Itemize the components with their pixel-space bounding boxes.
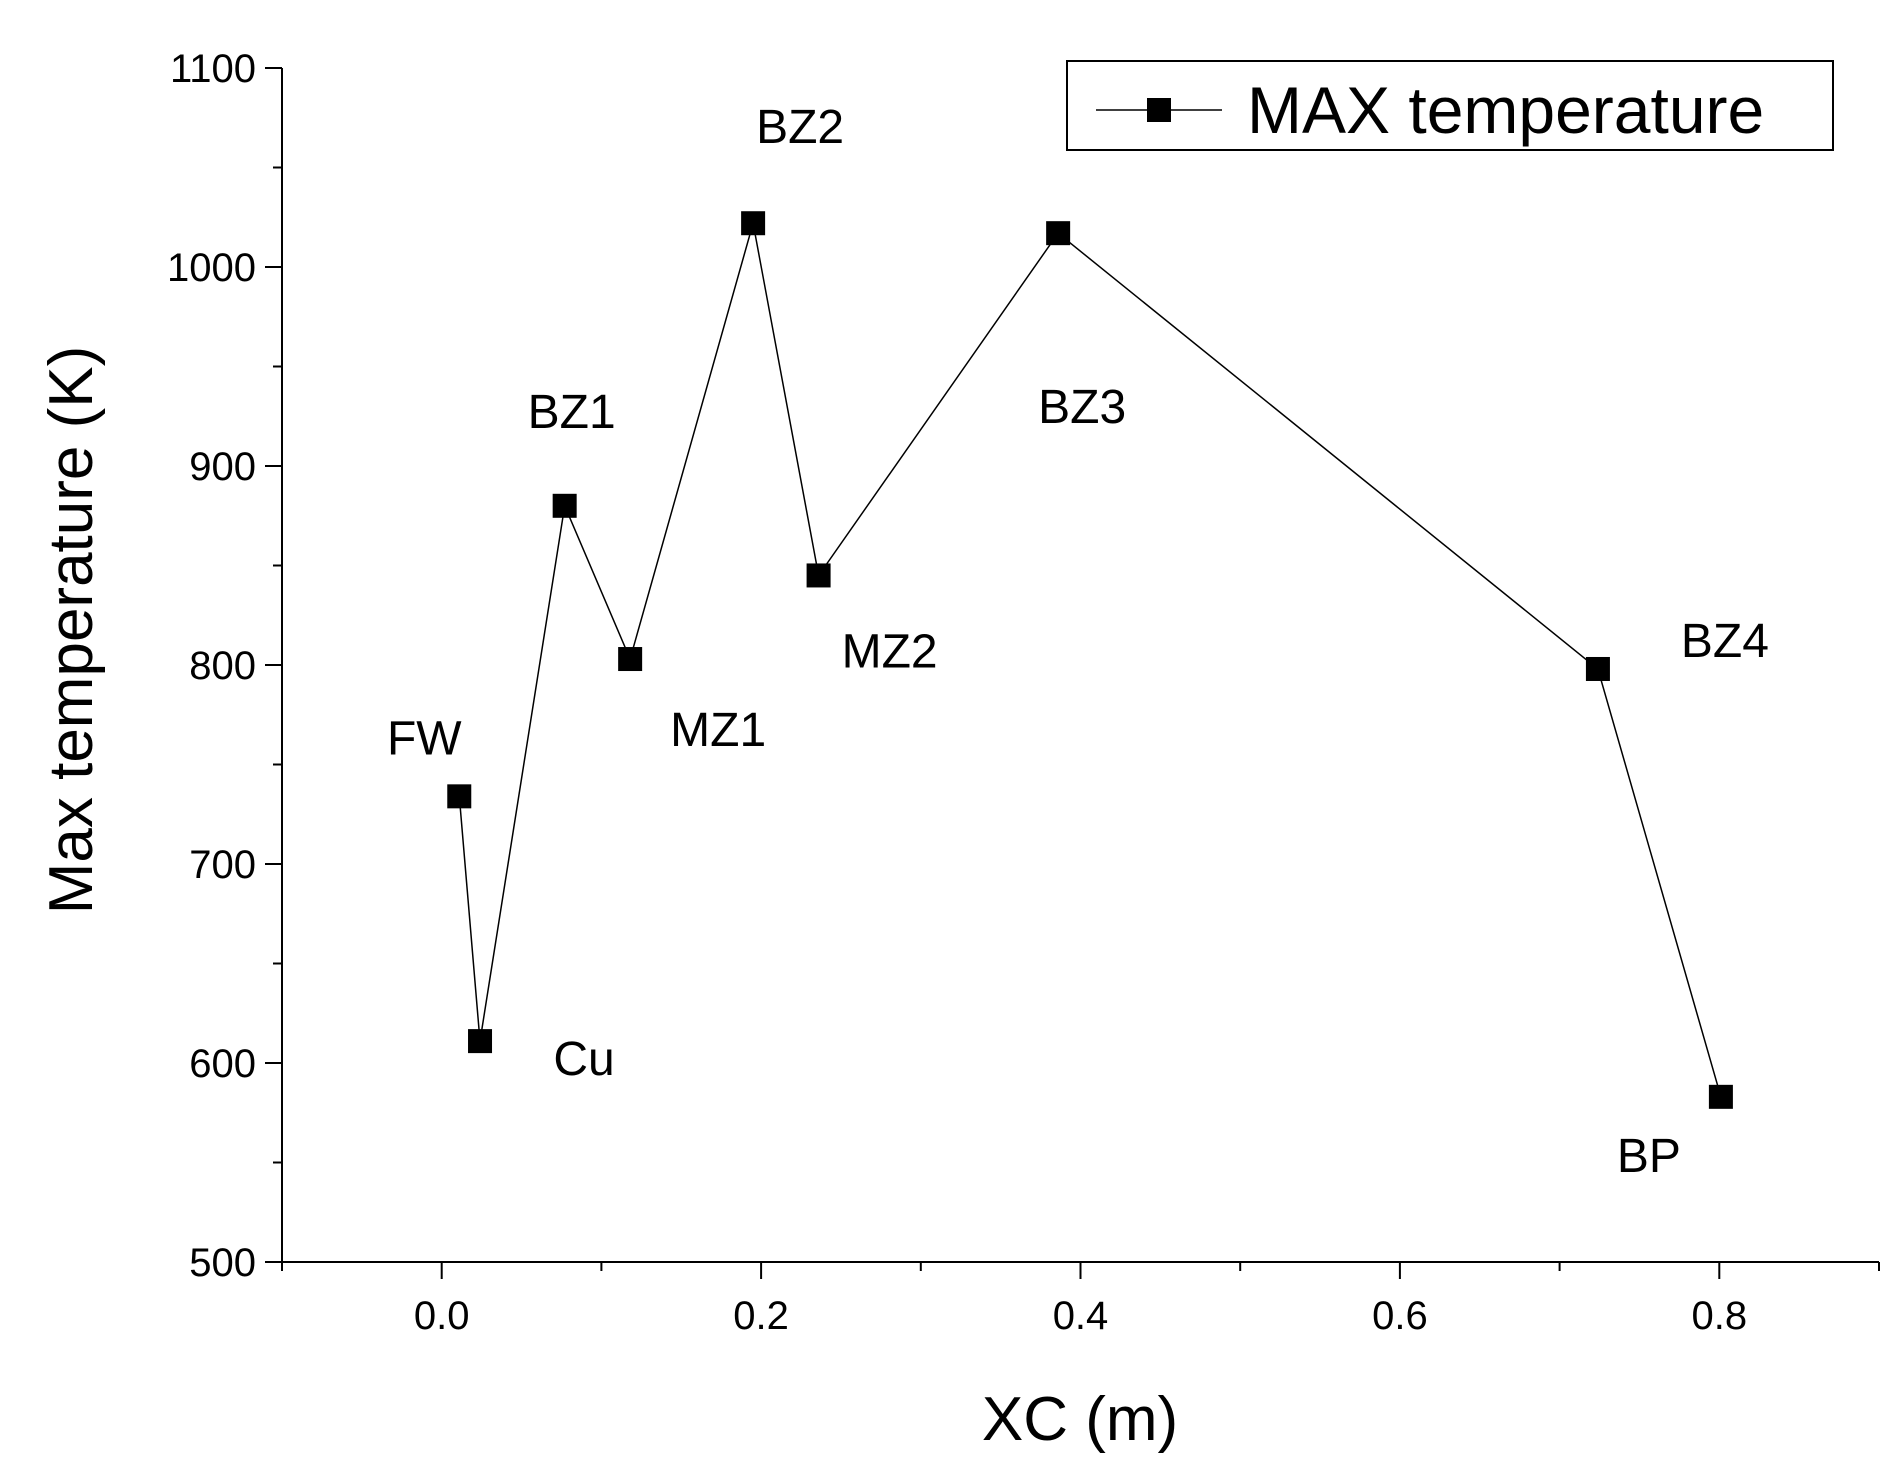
series-line	[458, 222, 1722, 1098]
y-tick-label: 1000	[167, 246, 256, 290]
point-label: Cu	[553, 1033, 614, 1086]
y-tick-label: 900	[189, 445, 256, 489]
point-label: BP	[1617, 1130, 1681, 1183]
x-tick-label: 0.2	[733, 1294, 789, 1338]
legend-label: MAX temperature	[1247, 73, 1764, 147]
x-axis-title: XC (m)	[982, 1385, 1178, 1454]
series-max-temperature	[447, 211, 1733, 1109]
data-point	[806, 563, 831, 588]
data-point	[741, 211, 766, 236]
data-point	[618, 647, 643, 672]
point-label: BZ1	[528, 386, 616, 439]
y-tick-label: 800	[189, 644, 256, 688]
y-tick-label: 600	[189, 1042, 256, 1086]
y-tick-label: 1100	[170, 47, 256, 91]
legend: MAX temperature	[1066, 60, 1834, 151]
data-point	[447, 784, 472, 809]
y-axis-title: Max temperature (K)	[37, 346, 106, 915]
data-point	[468, 1029, 493, 1054]
data-point	[1708, 1084, 1733, 1109]
data-point	[1585, 656, 1610, 681]
x-tick-label: 0.8	[1691, 1294, 1747, 1338]
y-tick-label: 500	[189, 1241, 256, 1285]
data-point	[552, 493, 577, 518]
point-label: FW	[387, 712, 462, 765]
point-label: MZ2	[842, 625, 938, 678]
axes: 500 600 700 800 900 1000 1100 0.0 0.2 0.4 0.6 0.8	[167, 47, 1880, 1338]
data-point	[1046, 221, 1071, 246]
x-tick-label: 0.0	[414, 1294, 470, 1338]
legend-box	[1066, 60, 1834, 151]
x-tick-label: 0.6	[1372, 1294, 1428, 1338]
legend-marker-icon	[1147, 98, 1171, 122]
point-labels: FW Cu BZ1 MZ1 BZ2 MZ2 BZ3 BZ4 BP	[387, 101, 1769, 1183]
y-tick-label: 700	[189, 843, 256, 887]
point-label: BZ2	[756, 101, 844, 154]
x-tick-label: 0.4	[1053, 1294, 1109, 1338]
point-label: MZ1	[670, 704, 766, 757]
point-label: BZ3	[1038, 381, 1126, 434]
point-label: BZ4	[1681, 615, 1769, 668]
